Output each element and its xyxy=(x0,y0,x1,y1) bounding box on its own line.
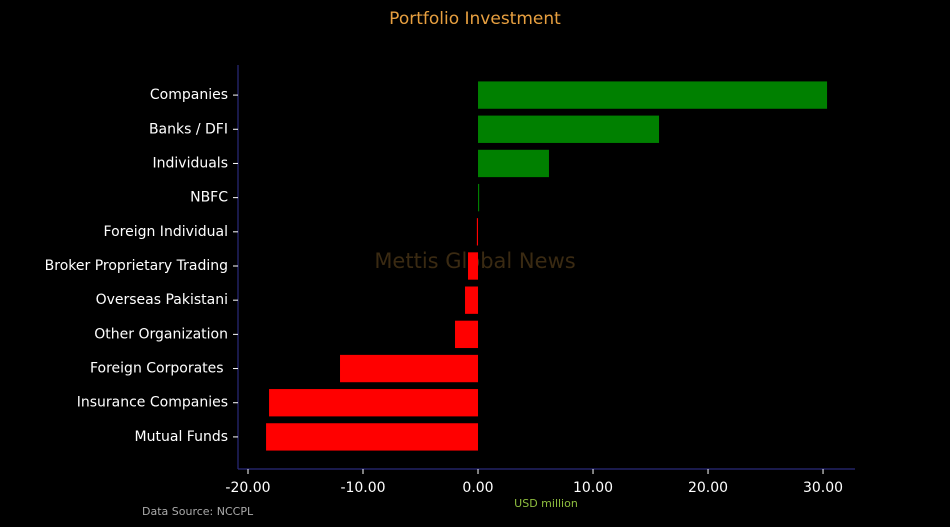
bar xyxy=(476,218,479,246)
bar xyxy=(340,354,479,383)
bar xyxy=(465,286,479,314)
y-tick-label: Other Organization xyxy=(94,326,228,342)
source-note: Data Source: NCCPL xyxy=(142,505,254,518)
bar xyxy=(478,183,480,212)
y-tick-label: Foreign Individual xyxy=(104,224,228,240)
y-tick-label: Overseas Pakistani xyxy=(96,292,228,308)
x-tick-label: -20.00 xyxy=(225,480,270,496)
y-tick-label: NBFC xyxy=(190,190,228,206)
y-tick-label: Insurance Companies xyxy=(77,395,228,411)
y-tick-label: Foreign Corporates xyxy=(90,361,228,377)
y-tick-label: Mutual Funds xyxy=(135,429,228,445)
x-tick-label: 30.00 xyxy=(803,480,843,496)
bar xyxy=(455,320,479,349)
y-tick-label: Companies xyxy=(150,87,228,103)
bar xyxy=(478,115,660,143)
bar xyxy=(269,389,479,417)
x-axis-label: USD million xyxy=(514,497,578,510)
chart-title: Portfolio Investment xyxy=(389,9,561,29)
x-tick-label: 20.00 xyxy=(688,480,728,496)
x-tick-label: 0.00 xyxy=(462,480,493,496)
y-tick-label: Individuals xyxy=(153,155,228,171)
y-tick-label: Broker Proprietary Trading xyxy=(45,258,228,274)
bar xyxy=(478,149,549,178)
bar xyxy=(478,81,828,109)
x-tick-label: -10.00 xyxy=(340,480,385,496)
y-tick-label: Banks / DFI xyxy=(149,121,228,137)
bar xyxy=(266,423,479,451)
bar xyxy=(468,252,479,280)
x-tick-label: 10.00 xyxy=(573,480,613,496)
